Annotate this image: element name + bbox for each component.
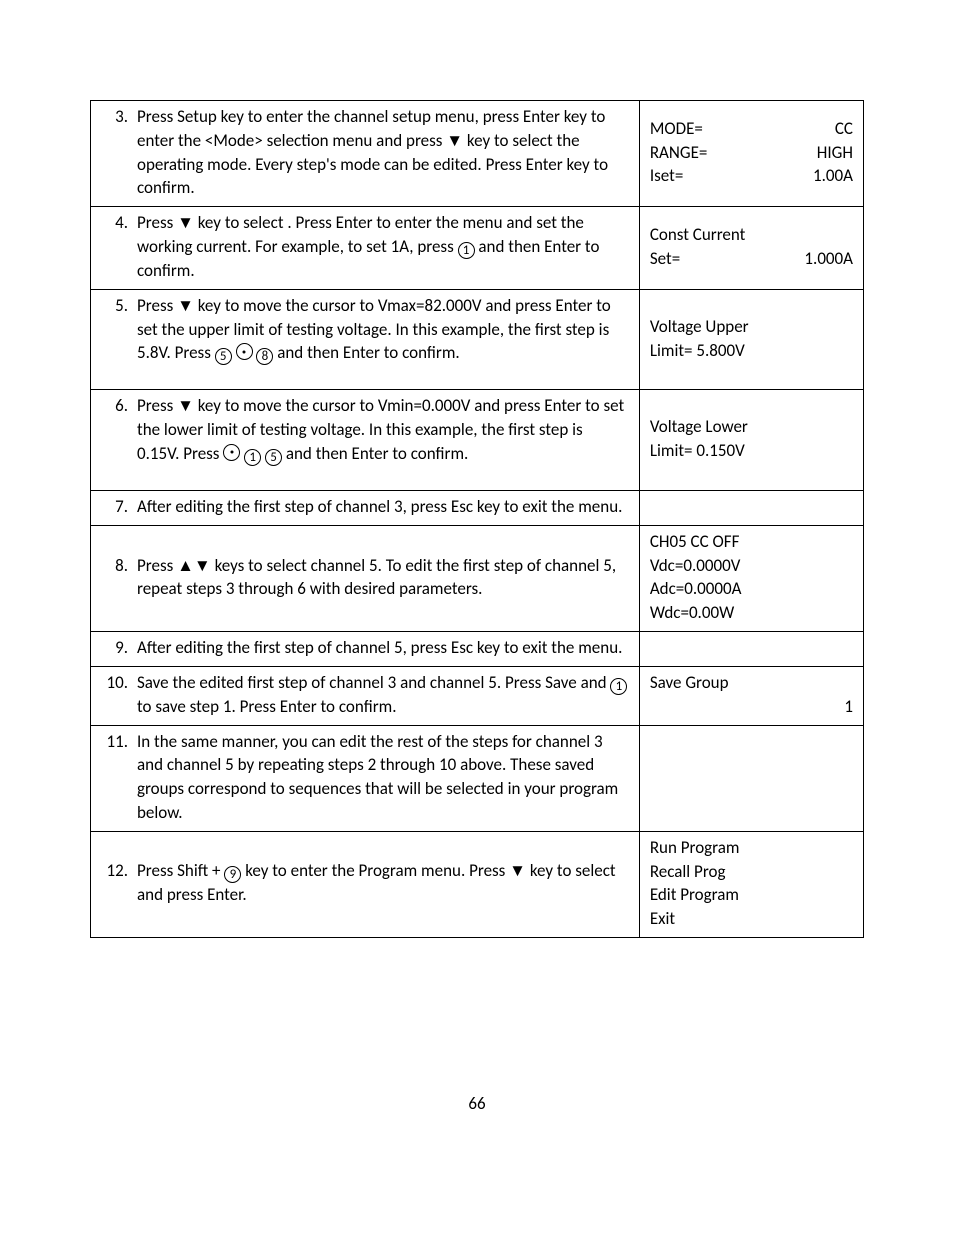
step-text: Press ▲▼ keys to select channel 5. To ed… xyxy=(137,554,629,602)
step-text: Press ▼ key to move the cursor to Vmax=8… xyxy=(137,294,629,366)
step-number: 6. xyxy=(101,394,137,466)
display-cell: MODE= CC RANGE= HIGH Iset= 1.00A xyxy=(639,101,863,207)
display-line: Voltage Upper xyxy=(650,315,853,339)
kv-row: Iset= 1.00A xyxy=(650,164,853,188)
kv-row: 1 xyxy=(650,695,853,719)
kv-key: Set= xyxy=(650,247,680,271)
step-text: Press ▼ key to select . Press Enter to e… xyxy=(137,211,629,283)
display-line: Run Program xyxy=(650,836,853,860)
step-text: In the same manner, you can edit the res… xyxy=(137,730,629,825)
kv-key: MODE= xyxy=(650,117,703,141)
step-number: 8. xyxy=(101,554,137,602)
step-number: 5. xyxy=(101,294,137,366)
display-cell xyxy=(639,631,863,666)
step-text: After editing the first step of channel … xyxy=(137,495,629,519)
table-row: 12.Press Shift + 9 key to enter the Prog… xyxy=(91,831,864,937)
step-number: 12. xyxy=(101,859,137,907)
step-number: 3. xyxy=(101,105,137,200)
kv-row: RANGE= HIGH xyxy=(650,141,853,165)
display-line: Wdc=0.00W xyxy=(650,601,853,625)
step-text: Save the edited first step of channel 3 … xyxy=(137,671,629,719)
instruction-cell: 11.In the same manner, you can edit the … xyxy=(91,725,640,831)
table-row: 3.Press Setup key to enter the channel s… xyxy=(91,101,864,207)
display-line: Exit xyxy=(650,907,853,931)
table-row: 6.Press ▼ key to move the cursor to Vmin… xyxy=(91,390,864,491)
table-row: 7.After editing the first step of channe… xyxy=(91,490,864,525)
kv-value: 1.00A xyxy=(813,164,853,188)
instruction-cell: 7.After editing the first step of channe… xyxy=(91,490,640,525)
step-number: 7. xyxy=(101,495,137,519)
display-cell: Run ProgramRecall ProgEdit ProgramExit xyxy=(639,831,863,937)
step-text: Press ▼ key to move the cursor to Vmin=0… xyxy=(137,394,629,466)
kv-key: Const Current xyxy=(650,223,746,247)
kv-key: RANGE= xyxy=(650,141,708,165)
kv-key: Save Group xyxy=(650,671,729,695)
instruction-table: 3.Press Setup key to enter the channel s… xyxy=(90,100,864,938)
display-line: CH05 CC OFF xyxy=(650,530,853,554)
table-row: 8.Press ▲▼ keys to select channel 5. To … xyxy=(91,525,864,631)
kv-value: HIGH xyxy=(817,141,853,165)
step-text: Press Setup key to enter the channel set… xyxy=(137,105,629,200)
instruction-cell: 3.Press Setup key to enter the channel s… xyxy=(91,101,640,207)
table-row: 4.Press ▼ key to select . Press Enter to… xyxy=(91,207,864,290)
page-number: 66 xyxy=(90,1093,864,1114)
display-cell: Save Group 1 xyxy=(639,666,863,725)
kv-row: MODE= CC xyxy=(650,117,853,141)
display-line: Recall Prog xyxy=(650,860,853,884)
display-cell: Const CurrentSet= 1.000A xyxy=(639,207,863,290)
display-line: Limit= 0.150V xyxy=(650,439,853,463)
display-line: Adc=0.0000A xyxy=(650,577,853,601)
kv-key: Iset= xyxy=(650,164,683,188)
table-row: 11.In the same manner, you can edit the … xyxy=(91,725,864,831)
kv-value: 1 xyxy=(844,695,853,719)
step-number: 9. xyxy=(101,636,137,660)
step-text: After editing the first step of channel … xyxy=(137,636,629,660)
step-number: 11. xyxy=(101,730,137,825)
display-line: Vdc=0.0000V xyxy=(650,554,853,578)
instruction-cell: 10.Save the edited first step of channel… xyxy=(91,666,640,725)
instruction-cell: 9.After editing the first step of channe… xyxy=(91,631,640,666)
display-cell: Voltage LowerLimit= 0.150V xyxy=(639,390,863,491)
kv-row: Set= 1.000A xyxy=(650,247,853,271)
instruction-cell: 4.Press ▼ key to select . Press Enter to… xyxy=(91,207,640,290)
step-number: 10. xyxy=(101,671,137,719)
kv-row: Save Group xyxy=(650,671,853,695)
instruction-cell: 8.Press ▲▼ keys to select channel 5. To … xyxy=(91,525,640,631)
display-line: Voltage Lower xyxy=(650,415,853,439)
kv-value: CC xyxy=(835,117,853,141)
display-cell: CH05 CC OFFVdc=0.0000VAdc=0.0000AWdc=0.0… xyxy=(639,525,863,631)
instruction-cell: 6.Press ▼ key to move the cursor to Vmin… xyxy=(91,390,640,491)
instruction-cell: 5.Press ▼ key to move the cursor to Vmax… xyxy=(91,289,640,390)
display-line: Edit Program xyxy=(650,883,853,907)
display-cell: Voltage UpperLimit= 5.800V xyxy=(639,289,863,390)
table-row: 9.After editing the first step of channe… xyxy=(91,631,864,666)
step-number: 4. xyxy=(101,211,137,283)
display-cell xyxy=(639,725,863,831)
instruction-cell: 12.Press Shift + 9 key to enter the Prog… xyxy=(91,831,640,937)
display-cell xyxy=(639,490,863,525)
table-row: 10.Save the edited first step of channel… xyxy=(91,666,864,725)
step-text: Press Shift + 9 key to enter the Program… xyxy=(137,859,629,907)
kv-value: 1.000A xyxy=(804,247,853,271)
display-line: Limit= 5.800V xyxy=(650,339,853,363)
kv-row: Const Current xyxy=(650,223,853,247)
table-row: 5.Press ▼ key to move the cursor to Vmax… xyxy=(91,289,864,390)
